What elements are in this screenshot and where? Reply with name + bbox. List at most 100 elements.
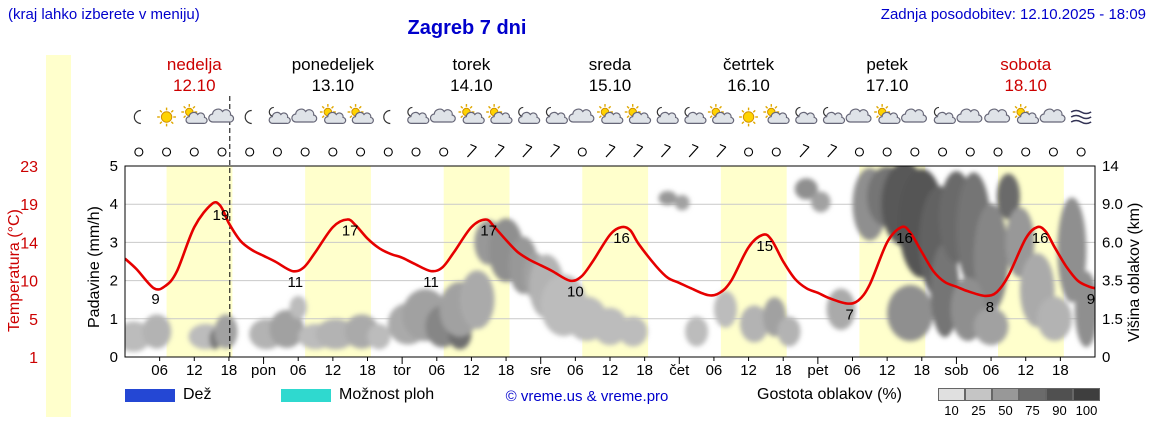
rain-label: Dež: [183, 386, 212, 403]
cloud-blob: [214, 314, 238, 349]
chart-shape: [799, 146, 810, 158]
hour-label: 18: [636, 362, 653, 379]
left-accent-strip: [46, 55, 71, 417]
cloud-shape: [767, 111, 790, 124]
wind-calm-icon: [162, 147, 172, 157]
sun-ray: [626, 115, 630, 119]
sun-ray: [170, 121, 174, 125]
sun-ray: [709, 115, 713, 119]
wind-calm-icon: [1076, 147, 1086, 157]
day-date: 14.10: [450, 76, 493, 95]
sun-ray: [765, 115, 769, 119]
copyright-link[interactable]: © vreme.us & vreme.pro: [505, 388, 669, 405]
sun-ray: [321, 115, 325, 119]
wind-calm-icon: [272, 147, 282, 157]
cloud-height-tick-label: 0: [1102, 349, 1110, 366]
day-name: nedelja: [167, 55, 222, 74]
sun-ray: [635, 105, 639, 109]
sun-ray: [709, 105, 713, 109]
cloud-shape: [933, 111, 956, 124]
day-name: četrtek: [723, 55, 775, 74]
precip-tick-label: 4: [110, 196, 118, 213]
precip-tick-label: 3: [110, 234, 118, 251]
cloud-blob: [713, 290, 738, 328]
temperature-tick-label: 5: [29, 312, 38, 329]
day-name: petek: [866, 55, 908, 74]
cloud-icon: [984, 108, 1011, 123]
last-update: Zadnja posodobitev: 12.10.2025 - 18:09: [880, 6, 1146, 23]
hour-label: 18: [775, 362, 792, 379]
wind-calm-icon: [411, 147, 421, 157]
day-abbrev-label: pet: [807, 362, 829, 379]
cloud-blob: [794, 178, 818, 200]
sun-ray: [598, 115, 602, 119]
sun-ray: [1014, 115, 1018, 119]
density-scale-step: 90: [1045, 388, 1073, 418]
sun-ray: [741, 121, 745, 125]
cloud-blob: [777, 316, 801, 347]
wind-barb-icon: [716, 143, 727, 158]
day-name: sobota: [1000, 55, 1052, 74]
temperature-value-label: 17: [342, 222, 359, 239]
precip-tick-label: 1: [110, 311, 118, 328]
temperature-value-label: 11: [288, 274, 304, 291]
density-swatch: [1018, 388, 1046, 401]
cloud-icon: [208, 108, 235, 123]
sun-cloud-icon: [181, 104, 208, 124]
day-name: torek: [453, 55, 491, 74]
cloud-shape: [268, 111, 291, 124]
hour-label: 18: [359, 362, 376, 379]
sun-ray: [876, 115, 879, 119]
sun-ray: [469, 105, 473, 109]
cloud-blob: [674, 195, 690, 211]
cloud-shape: [878, 111, 901, 124]
density-value-label: 100: [1075, 403, 1098, 418]
cloud-shape: [984, 108, 1011, 123]
cloud-blob: [973, 203, 1009, 312]
fog-line: [1070, 114, 1092, 120]
day-date: 17.10: [866, 76, 909, 95]
temperature-value-label: 11: [423, 274, 439, 291]
precip-tick-label: 0: [110, 349, 118, 366]
chart-shape: [719, 143, 727, 148]
cloud-shape: [545, 111, 568, 124]
cloud-blob: [618, 316, 648, 347]
wind-calm-icon: [356, 147, 366, 157]
moon-cloud-icon: [407, 106, 430, 124]
wind-barb-icon: [827, 143, 838, 158]
sun-ray: [170, 109, 174, 113]
cloud-height-tick-label: 9.0: [1102, 196, 1123, 213]
wind-calm-icon: [1021, 147, 1031, 157]
wind-calm-icon: [938, 147, 948, 157]
chart-shape: [494, 146, 505, 158]
cloud-blob: [1057, 197, 1087, 303]
temperature-value-label: 9: [1087, 291, 1095, 308]
precip-tick-label: 2: [110, 273, 118, 290]
cloud-shape: [568, 108, 595, 123]
wind-barb-icon: [799, 143, 810, 158]
sun-ray: [488, 105, 491, 109]
chart-shape: [802, 143, 810, 148]
hour-label: 12: [740, 362, 757, 379]
wind-calm-icon: [328, 147, 338, 157]
sun-ray: [876, 105, 879, 109]
day-abbrev-label: sre: [530, 362, 551, 379]
sun-ray: [331, 105, 334, 109]
wind-calm-icon: [439, 147, 449, 157]
moon-cloud-icon: [684, 106, 707, 124]
sun-ray: [159, 109, 163, 113]
cloud-blob: [269, 309, 304, 349]
day-date: 12.10: [173, 76, 216, 95]
sun-ray: [752, 109, 756, 113]
density-value-label: 25: [971, 403, 986, 418]
temperature-curve: [125, 200, 1095, 305]
cloud-blob: [1005, 207, 1035, 278]
temperature-value-label: 16: [1032, 230, 1049, 247]
density-swatch: [1045, 388, 1073, 401]
cloud-blob: [1074, 271, 1095, 348]
wind-calm-icon: [134, 147, 144, 157]
sun-cloud-icon: [763, 104, 790, 124]
hour-label: 12: [879, 362, 896, 379]
wind-barb-icon: [522, 143, 533, 158]
